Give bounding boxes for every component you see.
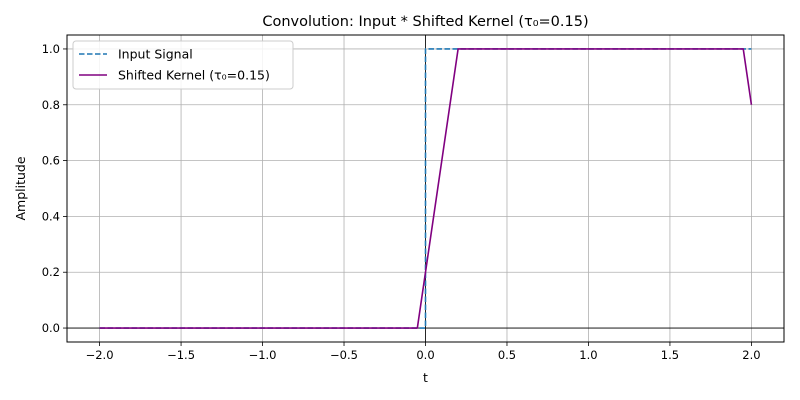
axis-ticks: −2.0 −1.5 −1.0 −0.5 0.0 0.5 1.0 1.5 2.0 0.0 0.2 0.4…: [42, 42, 761, 362]
legend-box: [72, 40, 294, 90]
legend-label-input-signal: Input Signal: [118, 47, 193, 62]
y-tick-label: 0.8: [42, 98, 60, 112]
y-tick-label: 0.6: [42, 154, 60, 168]
x-tick-label: −0.5: [330, 348, 358, 362]
x-tick-label: 0.5: [498, 348, 516, 362]
x-axis-label: t: [423, 370, 428, 385]
y-tick-label: 0.4: [42, 209, 60, 223]
x-tick-label: 1.5: [661, 348, 679, 362]
y-axis-label: Amplitude: [13, 156, 28, 220]
x-tick-label: −1.5: [167, 348, 195, 362]
x-tick-label: 2.0: [742, 348, 760, 362]
x-tick-label: 0.0: [416, 348, 434, 362]
x-tick-label: 1.0: [579, 348, 597, 362]
x-tick-label: −2.0: [86, 348, 114, 362]
y-tick-label: 0.2: [42, 265, 60, 279]
legend: Input Signal Shifted Kernel (τ₀=0.15): [72, 40, 294, 90]
y-tick-label: 1.0: [42, 42, 60, 56]
chart-title: Convolution: Input * Shifted Kernel (τ₀=…: [262, 14, 588, 30]
series-lines: [99, 48, 753, 329]
x-tick-label: −1.0: [249, 348, 277, 362]
legend-label-shifted-kernel: Shifted Kernel (τ₀=0.15): [118, 68, 270, 83]
series-line-1: [99, 48, 753, 329]
y-tick-label: 0.0: [42, 321, 60, 335]
